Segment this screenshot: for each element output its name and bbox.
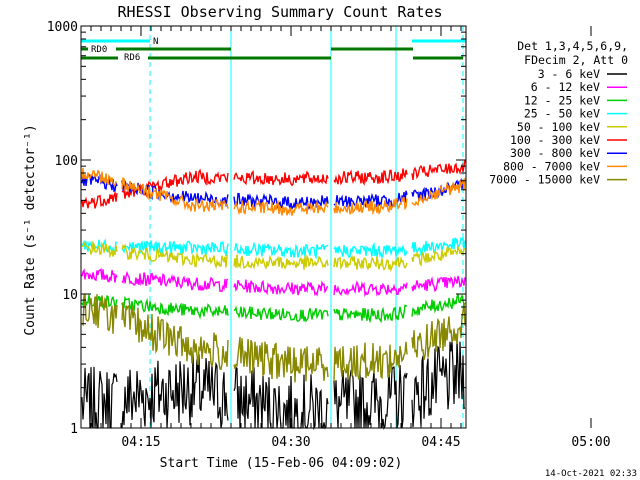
legend-entry-label: 300 - 800 keV <box>510 146 600 160</box>
legend-entry-label: 6 - 12 keV <box>531 80 600 94</box>
y-tick-label: 100 <box>55 154 78 169</box>
series-line-2 <box>81 268 466 298</box>
legend-header-line: FDecim 2, Att 0 <box>524 53 628 67</box>
series-line-9 <box>81 293 466 383</box>
timestamp: 14-Oct-2021 02:33 <box>545 469 637 479</box>
plot-area: N RD0 RD6 <box>80 26 466 431</box>
plot-frame <box>80 25 467 429</box>
series-line-3 <box>81 293 466 324</box>
legend-entry-label: 25 - 50 keV <box>524 107 600 121</box>
x-tick-label: 04:30 <box>271 435 310 450</box>
y-tick-label: 10 <box>62 288 78 303</box>
series-line-6 <box>81 159 466 209</box>
legend-entry-label: 7000 - 15000 keV <box>489 173 600 187</box>
series-line-5 <box>81 240 466 273</box>
flag-label-rd0: RD0 <box>91 45 107 55</box>
legend-entry-label: 100 - 300 keV <box>510 133 600 147</box>
flag-label-n: N <box>153 37 158 47</box>
legend-entry-label: 12 - 25 keV <box>524 93 600 107</box>
chart-title: RHESSI Observing Summary Count Rates <box>117 3 442 21</box>
x-tick-label: 04:15 <box>121 435 160 450</box>
legend-header-line: Det 1,3,4,5,6,9, <box>517 39 628 53</box>
flag-label-rd6: RD6 <box>124 53 140 63</box>
y-tick-label: 1 <box>70 422 78 437</box>
y-axis-label: Count Rate (s⁻¹ detector⁻¹) <box>23 124 38 335</box>
legend-entry-label: 800 - 7000 keV <box>503 159 600 173</box>
legend-entry-label: 3 - 6 keV <box>538 67 600 81</box>
x-axis-label: Start Time (15-Feb-06 04:09:02) <box>160 456 403 471</box>
series-line-8 <box>81 167 466 216</box>
legend-entry-label: 50 - 100 keV <box>517 120 600 134</box>
x-tick-label: 04:45 <box>421 435 460 450</box>
x-tick-label: 05:00 <box>571 435 610 450</box>
axes: 110100100004:1504:3004:4505:0005:1505:30… <box>47 20 611 450</box>
y-tick-label: 1000 <box>47 20 78 35</box>
series-line-4 <box>81 235 466 260</box>
legend: Det 1,3,4,5,6,9,FDecim 2, Att 03 - 6 keV… <box>489 39 628 187</box>
